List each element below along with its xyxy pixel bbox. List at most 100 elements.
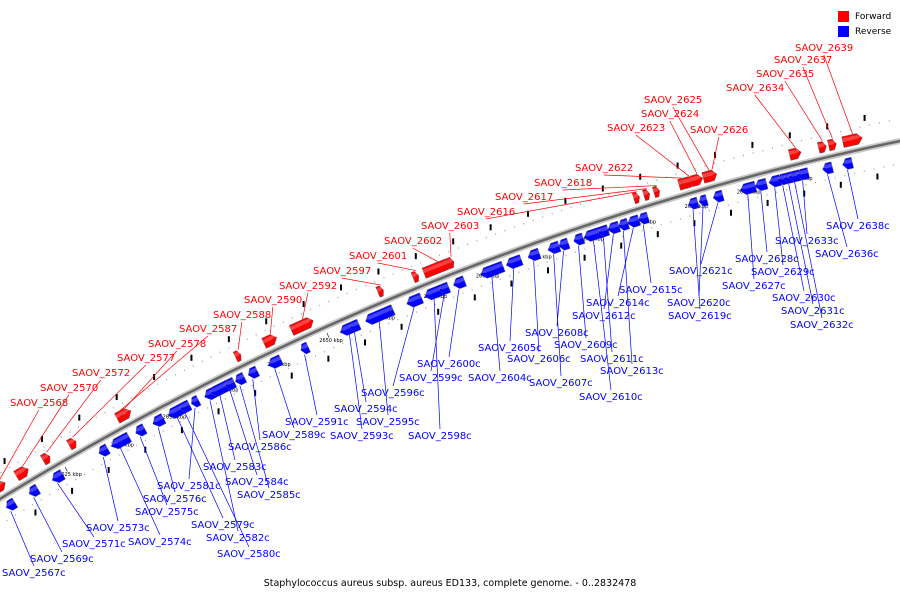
forward-leader (802, 66, 833, 139)
reverse-gene (151, 413, 167, 427)
forward-gene-shine (289, 318, 313, 331)
reverse-gene-shine (617, 219, 629, 226)
reverse-gene (234, 372, 248, 386)
frame-mark (78, 414, 81, 421)
reverse-gene (300, 341, 311, 355)
forward-gene-label: SAOV_2617 (495, 192, 553, 203)
reverse-gene-shine (687, 198, 698, 205)
frame-marks-group (3, 114, 879, 516)
reverse-gene-label: SAOV_2596c (361, 388, 425, 399)
forward-gene-label: SAOV_2601 (349, 251, 407, 262)
frame-mark (863, 114, 866, 121)
frame-mark (583, 254, 586, 261)
reverse-gene-label: SAOV_2621c (669, 266, 733, 277)
forward-gene-shape (288, 317, 314, 336)
reverse-leader (103, 457, 119, 522)
reverse-gene (267, 354, 284, 369)
legend-forward: Forward (838, 9, 891, 24)
reverse-gene-shine (349, 320, 359, 327)
forward-gene (232, 350, 242, 363)
reverse-gene (739, 180, 758, 195)
forward-leader (672, 106, 710, 171)
frame-mark (452, 238, 455, 245)
reverse-leader (157, 427, 176, 493)
forward-gene (0, 480, 6, 496)
forward-gene-shape (689, 173, 704, 187)
reverse-gene-shine (210, 381, 229, 392)
reverse-gene-shine (573, 234, 584, 240)
frame-mark (107, 466, 110, 473)
legend-forward-label: Forward (855, 11, 892, 22)
reverse-gene-shape (135, 423, 148, 437)
reverse-leader (556, 250, 564, 327)
reverse-gene-shape (480, 260, 506, 279)
frame-mark (153, 374, 156, 381)
reverse-gene (134, 423, 148, 437)
reverse-gene (190, 395, 202, 408)
reverse-gene-shape (439, 281, 452, 295)
reverse-gene (110, 431, 132, 450)
reverse-gene-shine (505, 256, 522, 264)
reverse-leader (603, 237, 613, 353)
reverse-gene-shine (424, 285, 444, 295)
forward-gene-shine (827, 140, 836, 146)
reverse-leader (491, 276, 501, 372)
reverse-gene-shine (698, 196, 707, 202)
reverse-gene-shine (134, 425, 145, 432)
reverse-gene-label: SAOV_2608c (525, 328, 589, 339)
reverse-leader (219, 395, 236, 461)
forward-gene-shape (114, 411, 124, 424)
reverse-gene-label: SAOV_2581c (157, 481, 221, 492)
reverse-leader (57, 483, 95, 538)
forward-gene-shine (411, 272, 418, 278)
forward-genes-group: SAOV_2568 SAOV_2570 SAOV_2572 SAOV_2577 SAOV… (0, 43, 863, 496)
reverse-leader (274, 368, 295, 429)
forward-gene-shape (652, 185, 660, 198)
frame-mark (377, 268, 380, 275)
forward-gene-shape (445, 257, 454, 270)
reverse-gene-shape (573, 232, 586, 246)
forward-leader (377, 262, 416, 271)
reverse-leader (593, 240, 612, 391)
reverse-gene (28, 483, 41, 497)
reverse-leader (700, 202, 719, 265)
frame-mark (254, 390, 257, 397)
forward-gene-shine (41, 454, 49, 461)
forward-gene-shine (788, 149, 801, 155)
legend-reverse: Reverse (838, 24, 891, 39)
reverse-gene-label: SAOV_2580c (217, 549, 281, 560)
forward-gene (288, 317, 314, 336)
reverse-gene-label: SAOV_2609c (554, 340, 618, 351)
frame-mark (693, 220, 696, 227)
frame-mark (564, 197, 567, 204)
reverse-gene-shine (796, 169, 809, 175)
forward-gene-shape (817, 141, 827, 154)
reverse-gene-label: SAOV_2595c (356, 417, 420, 428)
reverse-gene-label: SAOV_2632c (790, 320, 854, 331)
reverse-gene-shine (51, 470, 63, 479)
reverse-gene (98, 443, 111, 457)
forward-gene-label: SAOV_2622 (575, 163, 633, 174)
frame-mark (414, 253, 417, 260)
reverse-gene-label: SAOV_2589c (262, 430, 326, 441)
reverse-gene-shape (688, 196, 700, 210)
reverse-gene-shape (607, 220, 622, 235)
forward-gene-label: SAOV_2597 (313, 266, 371, 277)
reverse-gene-shine (626, 216, 639, 223)
frame-mark (766, 199, 769, 206)
forward-gene-shine (422, 260, 452, 274)
reverse-gene (768, 174, 783, 188)
frame-mark (676, 162, 679, 169)
forward-swatch (838, 11, 849, 22)
forward-gene-label: SAOV_2618 (534, 178, 592, 189)
reverse-gene-label: SAOV_2611c (580, 354, 644, 365)
reverse-gene (5, 497, 19, 511)
forward-leader (711, 136, 720, 170)
reverse-gene-shape (796, 167, 810, 181)
reverse-gene-label: SAOV_2627c (722, 281, 786, 292)
forward-gene-shape (642, 188, 650, 201)
reverse-gene-shape (618, 217, 630, 231)
legend: Forward Reverse (838, 9, 891, 39)
frame-mark (115, 393, 118, 400)
reverse-gene (796, 167, 810, 181)
